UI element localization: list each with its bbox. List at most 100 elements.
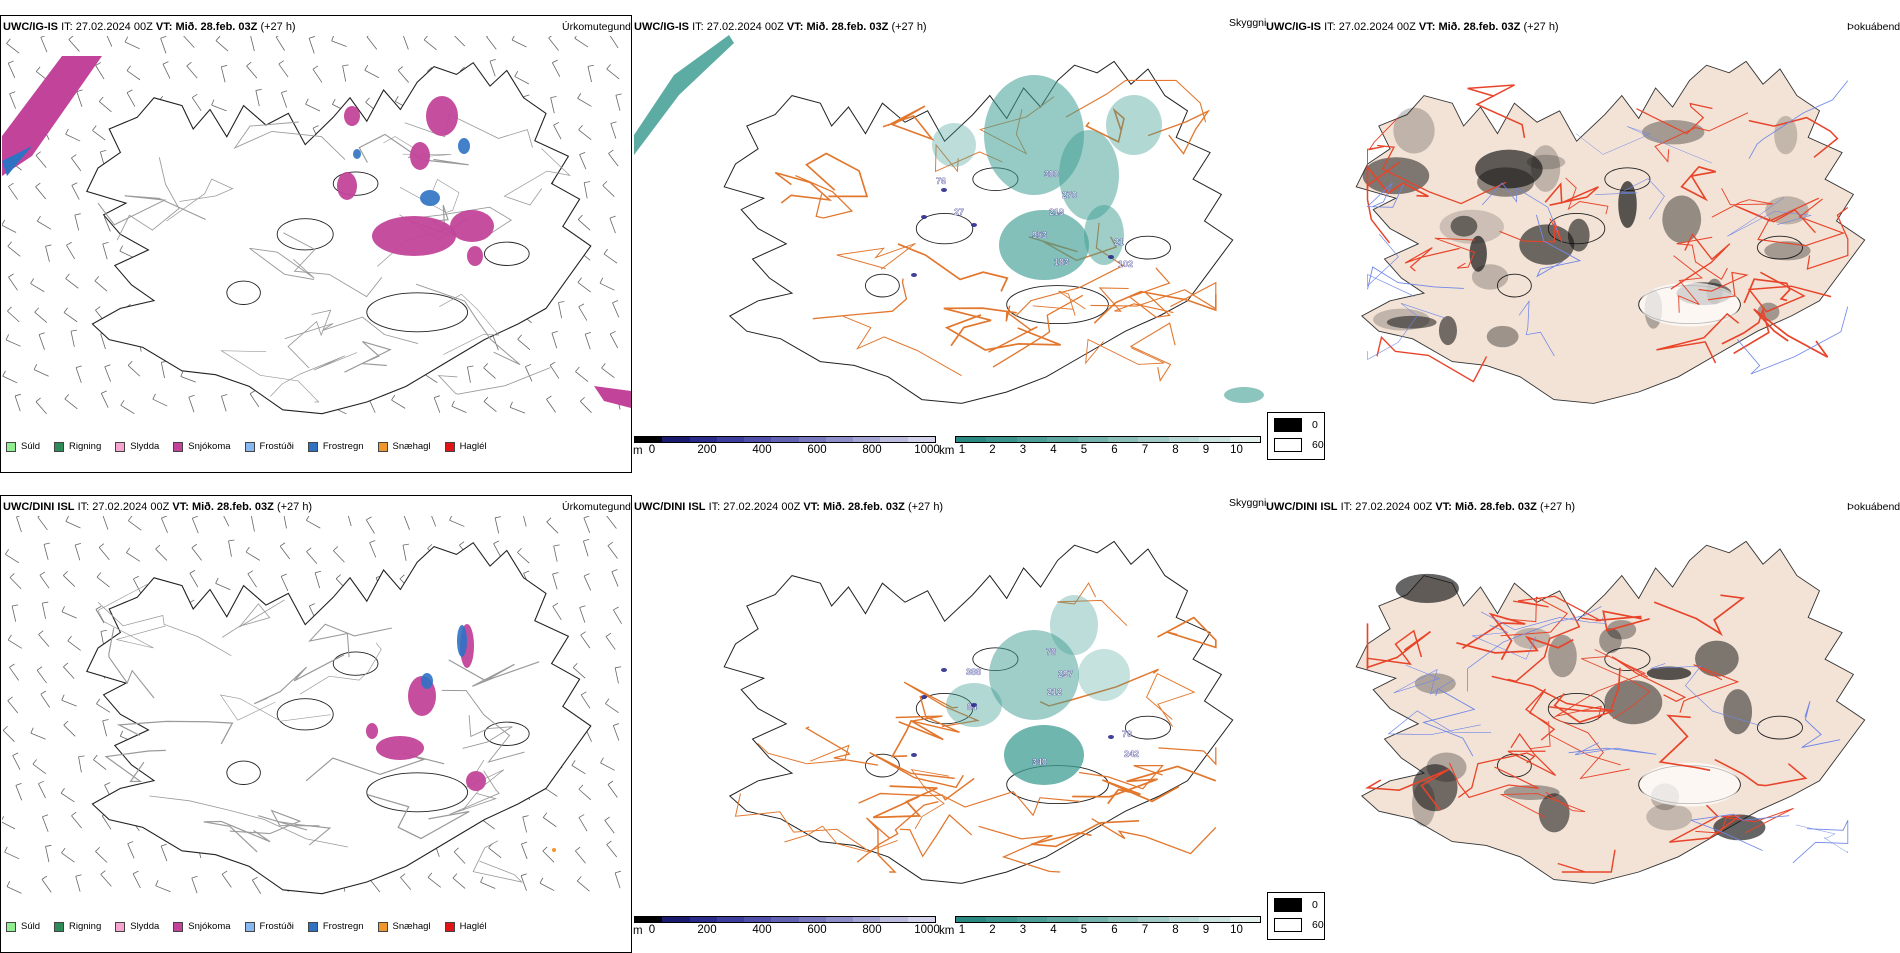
- wind-barb: [557, 302, 562, 319]
- wind-barb: [601, 180, 607, 186]
- fog-shade: [1646, 666, 1692, 680]
- wind-barb: [452, 877, 465, 889]
- wind-barb: [390, 394, 395, 401]
- colorbar-step: [1077, 917, 1109, 922]
- wind-barb: [520, 875, 527, 891]
- panel-name-visibility: Skyggni: [1229, 497, 1267, 509]
- wind-barb: [7, 634, 12, 641]
- valid-time: Mið. 28.feb. 03Z: [1454, 501, 1537, 513]
- wind-barb: [599, 757, 604, 764]
- wind-barb: [332, 550, 345, 563]
- wind-barb: [539, 882, 554, 891]
- road-line: [203, 820, 271, 853]
- wind-barb: [44, 844, 51, 847]
- wind-barb: [126, 70, 140, 81]
- legend-label: Snæhagl: [392, 921, 431, 932]
- wind-barb: [553, 544, 560, 547]
- legend-label: Snjókoma: [188, 441, 231, 452]
- glacier-outline: [225, 280, 261, 305]
- road-line: [1146, 673, 1196, 727]
- wind-barb: [60, 852, 75, 863]
- wind-barb: [605, 632, 611, 637]
- wind-barb: [62, 570, 68, 576]
- road-line: [219, 350, 320, 403]
- wind-barb: [305, 516, 309, 521]
- model-name: UWC/IG-IS: [1266, 21, 1321, 33]
- wind-barb: [64, 278, 79, 289]
- wind-barb: [605, 516, 617, 529]
- wind-barb: [481, 819, 495, 830]
- wind-barb: [579, 634, 590, 649]
- road-line: [441, 689, 525, 763]
- road-line: [992, 294, 1084, 368]
- glacier-outline: [483, 241, 530, 266]
- wind-barb: [542, 846, 547, 852]
- wind-barb: [34, 186, 46, 200]
- wind-barb: [3, 851, 19, 860]
- fog-legend-item: 60: [1274, 918, 1324, 932]
- legend-item: Súld: [6, 441, 40, 452]
- valid-time: Mið. 28.feb. 03Z: [806, 21, 889, 33]
- road-line: [1801, 701, 1841, 748]
- wind-barb: [37, 516, 40, 518]
- wind-barb: [612, 725, 619, 741]
- wind-barb: [514, 76, 529, 85]
- wind-barb: [185, 65, 197, 79]
- fog-legend-label: 0: [1312, 419, 1318, 431]
- wind-barb: [612, 606, 619, 611]
- legend-label: Súld: [21, 441, 41, 452]
- road-line: [367, 794, 470, 840]
- wind-barb: [95, 609, 104, 624]
- wind-barb: [95, 698, 100, 705]
- wind-barb: [36, 220, 51, 230]
- wind-barb: [66, 635, 72, 642]
- colorbar-step: [1108, 917, 1139, 922]
- wind-barb: [101, 720, 107, 737]
- peak-elevation-label: 102: [1118, 259, 1133, 269]
- wind-barb: [430, 516, 436, 527]
- lead-time: (+27 h): [907, 501, 944, 513]
- wind-barb: [162, 63, 170, 79]
- road-line: [1658, 714, 1711, 772]
- visibility-tick: 10: [1230, 444, 1243, 456]
- wind-barb: [331, 98, 336, 105]
- wind-barb: [487, 847, 501, 859]
- wind-barb: [578, 303, 584, 308]
- wind-barb: [368, 540, 375, 543]
- road-line: [437, 367, 550, 395]
- wind-barb: [179, 370, 183, 377]
- legend-label: Snæhagl: [392, 441, 431, 452]
- wind-barb: [6, 310, 20, 323]
- road-line: [1031, 820, 1140, 848]
- wind-barb: [155, 885, 171, 893]
- fog-legend-swatch: [1274, 418, 1302, 432]
- wind-barb: [605, 68, 619, 80]
- elevation-colorbar: m 0 200 400 600 800 1000: [633, 916, 940, 937]
- glacier-outline: [225, 760, 261, 785]
- wind-barb: [94, 306, 100, 311]
- wind-barb: [29, 727, 34, 734]
- fog-shade: [1519, 224, 1575, 265]
- legend-swatch: [115, 441, 126, 452]
- road-line: [1711, 188, 1774, 218]
- fog-legend-label: 60: [1312, 919, 1324, 931]
- precip-snow-area: [365, 723, 378, 739]
- wind-barb: [4, 549, 9, 555]
- precip-map: [1, 516, 622, 895]
- precip-snow-area: [449, 210, 494, 242]
- wind-barb: [399, 574, 405, 580]
- wind-barb: [249, 393, 259, 408]
- fog-shade: [1618, 181, 1637, 228]
- fog-shade: [1538, 793, 1570, 833]
- road-line: [1595, 178, 1665, 220]
- road-line: [1367, 233, 1415, 297]
- wind-barb: [583, 573, 590, 577]
- colorbar-step: [1138, 437, 1169, 442]
- wind-barb: [120, 404, 135, 415]
- colorbar-step: [1168, 917, 1200, 922]
- wind-barb: [275, 36, 279, 38]
- wind-barb: [70, 157, 81, 172]
- wind-barb: [482, 367, 496, 379]
- wind-barb: [448, 516, 452, 521]
- fog-legend-label: 0: [1312, 899, 1318, 911]
